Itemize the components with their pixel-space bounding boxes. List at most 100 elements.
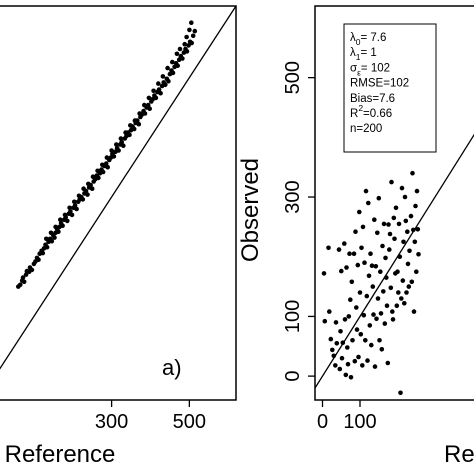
panel-a-frame [0,5,237,401]
data-point [67,205,72,211]
data-point [103,161,109,166]
data-point [123,130,128,135]
data-point [131,126,137,132]
data-point [381,289,386,294]
data-point [366,200,371,206]
data-point [343,372,349,378]
data-point [402,301,407,306]
data-point [189,40,194,46]
data-point [411,309,417,314]
data-point [163,82,168,88]
data-point [400,278,406,283]
data-point [410,170,415,176]
data-point [402,194,408,200]
data-point [344,265,349,270]
data-point [338,329,343,334]
data-point [378,269,383,275]
data-point [379,347,385,352]
data-point [100,162,105,168]
data-point [186,43,191,48]
data-point [372,217,377,222]
stats-line: R2=0.66 [350,103,392,120]
data-point [414,269,419,275]
data-point [352,358,358,364]
data-point [396,221,402,227]
data-point [165,65,170,71]
data-point [369,263,375,269]
data-point [189,20,194,26]
data-point [363,188,369,194]
data-point [18,282,23,288]
data-point [409,279,415,285]
panel-b-y-axis: 0 100 300 500 [282,61,315,382]
data-point [353,229,358,234]
data-point [153,95,159,101]
data-point [371,312,376,317]
data-point [44,236,49,242]
data-point [363,338,368,343]
panel-b-x-label: Re [444,441,474,468]
data-point [137,111,142,116]
data-point [416,252,421,257]
data-point [184,34,189,40]
y-tick-label: 500 [282,61,304,94]
data-point [175,63,180,68]
data-point [116,148,121,153]
data-point [357,290,363,295]
data-point [72,203,78,208]
data-point [36,257,41,263]
data-point [114,142,119,147]
data-point [375,296,381,301]
data-point [405,229,410,234]
data-point [322,318,328,324]
data-point [29,267,35,273]
data-point [389,179,394,185]
data-point [80,197,86,202]
data-point [44,244,50,250]
data-point [109,148,114,153]
data-point [385,360,391,366]
data-point [118,136,124,141]
data-point [367,323,373,328]
data-point [356,354,361,360]
data-point [127,132,132,138]
data-point [62,212,68,218]
data-point [170,70,176,76]
data-point [56,229,61,234]
data-point [349,279,355,285]
data-point [357,209,362,215]
data-point [355,262,361,268]
data-point [166,78,171,84]
data-point [412,239,418,245]
data-point [53,224,58,230]
data-point [345,361,351,367]
data-point [413,203,418,209]
data-point [330,347,335,353]
data-point [404,290,409,295]
data-point [119,139,124,145]
data-point [387,247,392,252]
data-point [382,321,388,326]
data-point [81,186,86,191]
data-point [365,358,370,363]
data-point [156,81,161,86]
data-point [377,338,382,343]
panel-a-x-label: Reference [5,441,116,468]
data-point [393,205,399,211]
data-point [405,261,411,267]
data-point [399,185,405,191]
data-point [380,243,385,249]
data-point [174,51,180,57]
data-point [399,296,404,301]
data-point [392,236,397,242]
data-point [336,247,342,252]
stats-line: λ1= 1 [350,47,377,62]
data-point [192,28,198,34]
data-point [345,345,350,350]
data-point [49,238,55,244]
panel-b-identity-line [314,133,474,389]
stats-line: λ0= 7.6 [350,32,386,47]
panel-a-points [15,20,198,289]
data-point [334,341,340,346]
data-point [407,248,412,254]
